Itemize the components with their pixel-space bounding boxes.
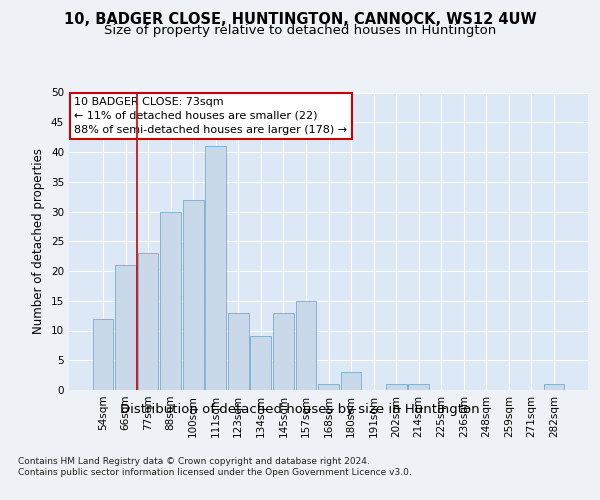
Bar: [205, 146, 226, 390]
Bar: [273, 312, 294, 390]
Text: Distribution of detached houses by size in Huntington: Distribution of detached houses by size …: [120, 402, 480, 415]
Text: 10 BADGER CLOSE: 73sqm
← 11% of detached houses are smaller (22)
88% of semi-det: 10 BADGER CLOSE: 73sqm ← 11% of detached…: [74, 97, 347, 135]
Text: Contains HM Land Registry data © Crown copyright and database right 2024.
Contai: Contains HM Land Registry data © Crown c…: [18, 458, 412, 477]
Bar: [228, 312, 248, 390]
Bar: [296, 300, 316, 390]
Bar: [115, 265, 136, 390]
Bar: [341, 372, 361, 390]
Text: Size of property relative to detached houses in Huntington: Size of property relative to detached ho…: [104, 24, 496, 37]
Bar: [137, 253, 158, 390]
Text: 10, BADGER CLOSE, HUNTINGTON, CANNOCK, WS12 4UW: 10, BADGER CLOSE, HUNTINGTON, CANNOCK, W…: [64, 12, 536, 28]
Bar: [92, 318, 113, 390]
Bar: [183, 200, 203, 390]
Bar: [409, 384, 429, 390]
Y-axis label: Number of detached properties: Number of detached properties: [32, 148, 46, 334]
Bar: [160, 212, 181, 390]
Bar: [318, 384, 339, 390]
Bar: [250, 336, 271, 390]
Bar: [544, 384, 565, 390]
Bar: [386, 384, 407, 390]
